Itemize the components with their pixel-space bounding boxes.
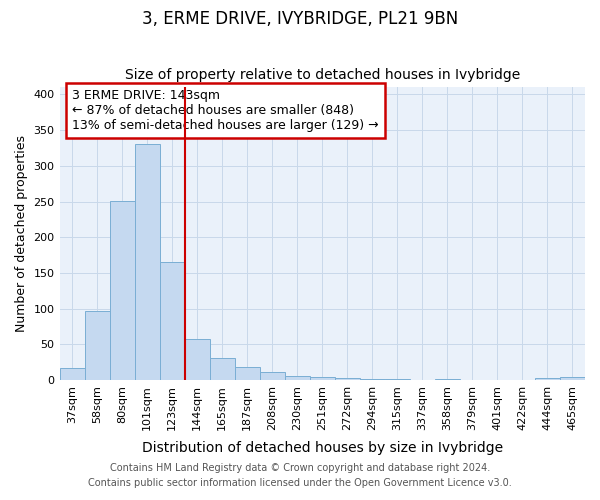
- Bar: [85, 312, 110, 380]
- Bar: [310, 377, 335, 380]
- Bar: [134, 144, 160, 380]
- Text: 3 ERME DRIVE: 143sqm
← 87% of detached houses are smaller (848)
13% of semi-deta: 3 ERME DRIVE: 143sqm ← 87% of detached h…: [72, 89, 379, 132]
- Bar: [335, 378, 360, 380]
- Text: Contains HM Land Registry data © Crown copyright and database right 2024.
Contai: Contains HM Land Registry data © Crown c…: [88, 462, 512, 487]
- Bar: [385, 379, 410, 380]
- Bar: [435, 379, 460, 380]
- Bar: [360, 379, 385, 380]
- Bar: [260, 372, 285, 380]
- Bar: [110, 201, 134, 380]
- Bar: [160, 262, 185, 380]
- Text: 3, ERME DRIVE, IVYBRIDGE, PL21 9BN: 3, ERME DRIVE, IVYBRIDGE, PL21 9BN: [142, 10, 458, 28]
- Title: Size of property relative to detached houses in Ivybridge: Size of property relative to detached ho…: [125, 68, 520, 82]
- X-axis label: Distribution of detached houses by size in Ivybridge: Distribution of detached houses by size …: [142, 441, 503, 455]
- Y-axis label: Number of detached properties: Number of detached properties: [15, 135, 28, 332]
- Bar: [535, 378, 560, 380]
- Bar: [59, 368, 85, 380]
- Bar: [285, 376, 310, 380]
- Bar: [185, 338, 209, 380]
- Bar: [235, 367, 260, 380]
- Bar: [209, 358, 235, 380]
- Bar: [560, 377, 585, 380]
